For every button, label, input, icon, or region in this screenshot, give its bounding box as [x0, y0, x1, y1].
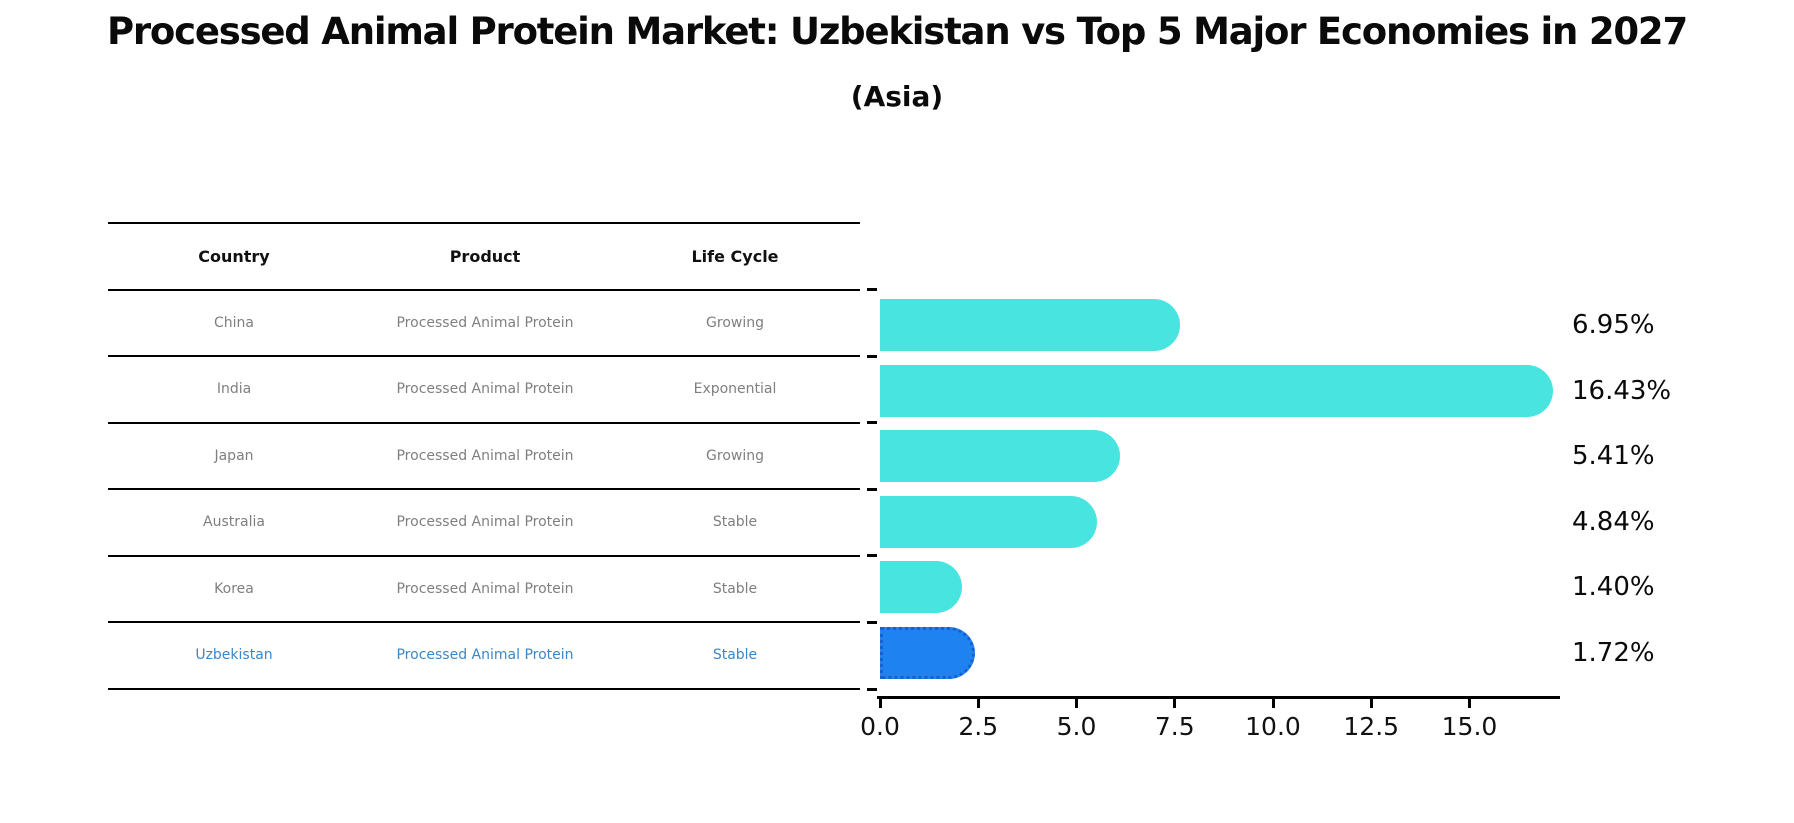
x-axis-tick-label: 12.5 [1343, 712, 1400, 741]
table-cell: Growing [706, 314, 764, 331]
x-axis-tick-label: 7.5 [1154, 712, 1195, 741]
bar-china [880, 299, 1180, 351]
table-cell: Uzbekistan [195, 647, 273, 664]
value-label-china: 6.95% [1572, 310, 1655, 340]
table-cell: Stable [712, 647, 758, 664]
value-label-uzbekistan: 1.72% [1572, 637, 1655, 668]
table-header-cell: Life Cycle [691, 246, 779, 266]
y-axis-tick [867, 621, 877, 624]
table-header-cell: Product [449, 246, 521, 266]
value-label-australia: 4.84% [1572, 506, 1655, 537]
bar-japan [880, 430, 1120, 482]
x-axis-tick [878, 699, 882, 708]
y-axis-tick [867, 688, 877, 691]
x-axis-tick-label: 10.0 [1245, 712, 1301, 741]
table-cell: Processed Animal Protein [396, 647, 574, 664]
table-cell: Processed Animal Protein [396, 447, 574, 464]
bar-india [880, 364, 1553, 417]
x-axis-tick [976, 699, 980, 708]
y-axis-tick [867, 288, 877, 291]
table-cell: Exponential [693, 381, 777, 398]
table-cell: Stable [712, 514, 758, 531]
x-axis-tick [1468, 699, 1471, 708]
bar-australia [880, 495, 1097, 548]
table-cell: Growing [706, 447, 764, 464]
x-axis-tick-label: 2.5 [958, 712, 999, 741]
y-axis-tick [867, 355, 877, 358]
table-cell: Korea [214, 580, 254, 597]
table-row-india: India Processed Animal Protein Exponential [108, 357, 860, 424]
x-axis-tick-label: 15.0 [1441, 712, 1498, 741]
table-cell: Processed Animal Protein [396, 314, 574, 331]
value-label-japan: 5.41% [1572, 441, 1655, 471]
country-info-table: Country Product Life Cycle China Processed A… [108, 222, 860, 690]
table-cell: Processed Animal Protein [396, 381, 574, 398]
value-label-india: 16.43% [1572, 375, 1672, 406]
table-cell: Processed Animal Protein [396, 580, 574, 597]
x-axis-tick [1075, 699, 1078, 708]
x-axis-tick [1271, 699, 1275, 708]
table-row-china: China Processed Animal Protein Growing [108, 291, 860, 357]
table-row-australia: Australia Processed Animal Protein Stable [108, 490, 860, 557]
table-cell: Stable [712, 580, 758, 597]
y-axis-tick [867, 421, 877, 424]
y-axis-tick [867, 488, 877, 491]
table-header-cell: Country [198, 246, 270, 266]
x-axis-tick-label: 0.0 [860, 712, 900, 741]
x-axis-tick-label: 5.0 [1056, 712, 1097, 741]
table-cell: China [214, 314, 254, 331]
x-axis-tick [1173, 699, 1177, 708]
table-row-korea: Korea Processed Animal Protein Stable [108, 557, 860, 623]
bar-uzbekistan [880, 626, 975, 679]
table-cell: Processed Animal Protein [396, 514, 574, 531]
chart-subtitle: (Asia) [850, 80, 944, 113]
chart-title: Processed Animal Protein Market: Uzbekis… [106, 10, 1688, 53]
x-axis-tick [1369, 699, 1373, 708]
table-cell: Australia [203, 514, 265, 531]
y-axis-tick [867, 554, 877, 557]
x-axis-line [877, 696, 1560, 699]
bar-korea [880, 561, 962, 613]
table-header-row: Country Product Life Cycle [108, 224, 860, 291]
value-label-korea: 1.40% [1572, 572, 1655, 602]
table-cell: Japan [214, 447, 254, 464]
table-row-uzbekistan: Uzbekistan Processed Animal Protein Stable [108, 623, 860, 690]
table-cell: India [216, 381, 252, 398]
table-row-japan: Japan Processed Animal Protein Growing [108, 424, 860, 490]
